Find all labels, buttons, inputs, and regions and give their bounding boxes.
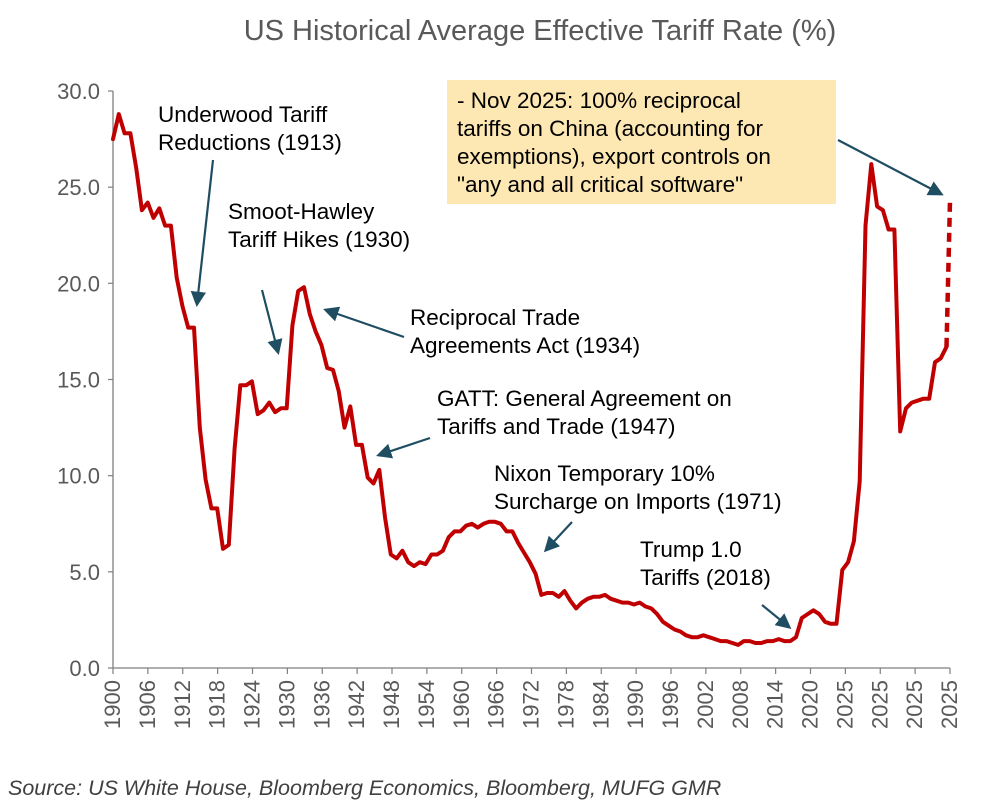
x-tick-label: 1948 xyxy=(379,680,404,729)
x-tick-label: 1918 xyxy=(205,680,230,729)
y-tick-label: 0.0 xyxy=(69,656,100,681)
x-tick-label: 1924 xyxy=(240,680,265,729)
x-tick-label: 1966 xyxy=(484,680,509,729)
annotation-text: Smoot-Hawley xyxy=(228,199,375,224)
x-tick-label: 1960 xyxy=(449,680,474,729)
x-tick-label: 2014 xyxy=(763,680,788,729)
y-tick-label: 15.0 xyxy=(57,368,100,393)
y-tick-label: 5.0 xyxy=(69,560,100,585)
x-tick-label: 2025 xyxy=(902,680,927,729)
y-tick-label: 30.0 xyxy=(57,79,100,104)
annotation-arrow xyxy=(543,521,573,553)
annotation-arrow xyxy=(761,604,792,629)
x-tick-label: 1942 xyxy=(344,680,369,729)
x-tick-label: 2008 xyxy=(728,680,753,729)
callout-background xyxy=(447,80,836,204)
callout-line: tariffs on China (accounting for xyxy=(457,116,764,141)
x-tick-label: 1972 xyxy=(519,680,544,729)
annotation-text: Tariffs (2018) xyxy=(640,565,771,590)
x-tick-label: 2002 xyxy=(693,680,718,729)
chart-title: US Historical Average Effective Tariff R… xyxy=(244,15,837,47)
y-tick-label: 25.0 xyxy=(57,175,100,200)
x-tick-label: 1954 xyxy=(414,680,439,729)
y-tick-label: 10.0 xyxy=(57,464,100,489)
annotation-text: Reductions (1913) xyxy=(158,130,342,155)
annotation-text: GATT: General Agreement on xyxy=(437,386,732,411)
x-tick-label: 2025 xyxy=(867,680,892,729)
annotation-arrows xyxy=(190,139,944,629)
callout-box: - Nov 2025: 100% reciprocal tariffs on Ch… xyxy=(447,80,836,204)
x-tick-label: 1912 xyxy=(170,680,195,729)
x-axis: 1900 1906 1912 1918 1924 1930 1936 1942 1948 1954… xyxy=(100,667,962,729)
annotation-text: Underwood Tariff xyxy=(158,102,328,127)
annotation-arrow xyxy=(323,306,405,339)
x-tick-label: 1990 xyxy=(623,680,648,729)
y-tick-label: 20.0 xyxy=(57,271,100,296)
source-note: Source: US White House, Bloomberg Econom… xyxy=(8,776,721,800)
callout-line: "any and all critical software" xyxy=(457,172,743,197)
annotation-text: Trump 1.0 xyxy=(640,537,742,562)
callout-line: - Nov 2025: 100% reciprocal xyxy=(457,88,741,113)
x-tick-label: 1900 xyxy=(100,680,125,729)
series-projection-line xyxy=(944,200,953,347)
x-tick-label: 1984 xyxy=(588,680,613,729)
annotation-text: Reciprocal Trade xyxy=(410,305,580,330)
x-tick-label: 2025 xyxy=(937,680,962,729)
annotation-arrow xyxy=(837,139,944,196)
series-group xyxy=(111,112,953,647)
x-tick-label: 2025 xyxy=(832,680,857,729)
callout-line: exemptions), export controls on xyxy=(457,144,771,169)
annotation-text: Tariff Hikes (1930) xyxy=(228,227,410,252)
annotation-text: Agreements Act (1934) xyxy=(410,333,640,358)
x-tick-label: 1978 xyxy=(553,680,578,729)
annotation-arrow xyxy=(376,436,431,459)
x-tick-label: 1996 xyxy=(658,680,683,729)
x-tick-label: 1930 xyxy=(274,680,299,729)
annotation-arrow xyxy=(260,289,283,355)
series-line xyxy=(111,112,949,647)
x-tick-label: 1936 xyxy=(309,680,334,729)
annotation-text: Nixon Temporary 10% xyxy=(494,461,715,486)
x-tick-label: 2020 xyxy=(798,680,823,729)
annotation-text: Tariffs and Trade (1947) xyxy=(437,414,675,439)
annotation-text: Surcharge on Imports (1971) xyxy=(494,489,782,514)
annotations: Underwood Tariff Reductions (1913) Smoot-H… xyxy=(158,102,782,590)
x-tick-label: 1906 xyxy=(135,680,160,729)
y-axis: 0.0 5.0 10.0 15.0 20.0 25.0 30.0 xyxy=(57,79,114,681)
annotation-arrow xyxy=(190,159,215,308)
